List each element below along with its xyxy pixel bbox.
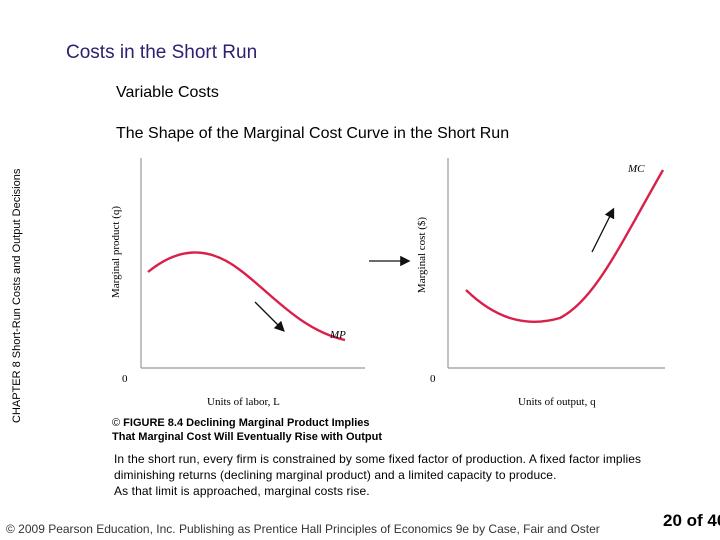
- right-ylabel: Marginal cost ($): [416, 217, 428, 294]
- mc-up-arrow: [591, 207, 615, 253]
- footer-copyright: © 2009 Pearson Education, Inc. Publishin…: [6, 522, 600, 536]
- subsection-heading: The Shape of the Marginal Cost Curve in …: [116, 125, 510, 142]
- section-heading: Variable Costs: [116, 84, 219, 101]
- body-line-3: As that limit is approached, marginal co…: [114, 484, 370, 498]
- left-origin: 0: [122, 373, 128, 385]
- mp-curve: [147, 251, 346, 342]
- right-xlabel: Units of output, q: [518, 396, 596, 408]
- left-ylabel: Marginal product (q): [110, 206, 122, 298]
- body-line-2: diminishing returns (declining marginal …: [114, 468, 557, 482]
- caption-line-1: FIGURE 8.4 Declining Marginal Product Im…: [123, 417, 370, 429]
- page-number: 20 of 40: [663, 511, 720, 530]
- left-chart: MP 0 Units of labor, L Marginal product …: [110, 158, 365, 408]
- left-xlabel: Units of labor, L: [207, 396, 280, 408]
- mp-down-arrow: [254, 301, 285, 332]
- caption-line-2: That Marginal Cost Will Eventually Rise …: [112, 431, 383, 443]
- body-line-1: In the short run, every firm is constrai…: [114, 452, 642, 466]
- right-chart: MC 0 Units of output, q Marginal cost ($…: [416, 158, 665, 408]
- copyright-circle-icon: ©: [112, 417, 121, 429]
- mc-label: MC: [627, 163, 645, 175]
- slide-title: Costs in the Short Run: [66, 42, 258, 63]
- right-origin: 0: [430, 373, 436, 385]
- mc-curve: [465, 169, 665, 323]
- mp-label: MP: [329, 329, 346, 341]
- figure-caption: © FIGURE 8.4 Declining Marginal Product …: [112, 416, 532, 444]
- body-text: In the short run, every firm is constrai…: [114, 451, 694, 499]
